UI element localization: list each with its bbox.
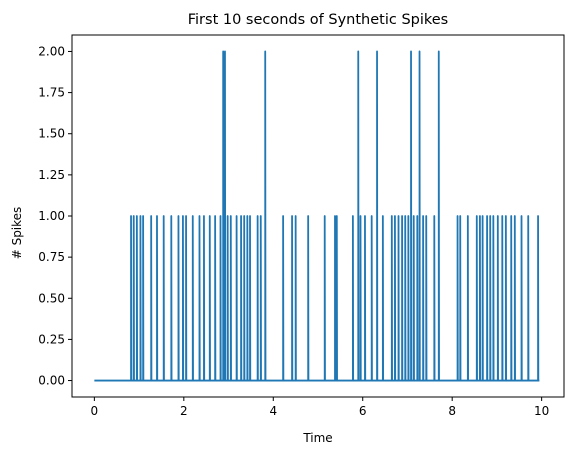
chart-title: First 10 seconds of Synthetic Spikes [188, 12, 449, 28]
y-tick-label: 1.25 [38, 168, 65, 182]
spike-series-line [94, 51, 539, 380]
y-tick-label: 2.00 [38, 44, 65, 58]
x-tick-label: 6 [359, 404, 367, 418]
y-tick-label: 0.00 [38, 374, 65, 388]
y-tick-label: 1.50 [38, 127, 65, 141]
x-axis-label: Time [302, 431, 332, 445]
x-tick-label: 2 [180, 404, 188, 418]
y-tick-label: 1.00 [38, 209, 65, 223]
x-tick-label: 0 [91, 404, 99, 418]
x-axis-ticks: 0 2 4 6 8 10 [91, 397, 550, 418]
y-axis-label: # Spikes [10, 207, 24, 260]
y-tick-label: 0.50 [38, 291, 65, 305]
x-tick-label: 4 [269, 404, 277, 418]
y-tick-label: 0.25 [38, 332, 65, 346]
y-axis-ticks: 0.00 0.25 0.50 0.75 1.00 1.25 1.50 1.75 2.00 [38, 44, 72, 387]
x-tick-label: 8 [448, 404, 456, 418]
y-tick-label: 0.75 [38, 250, 65, 264]
plot-area [72, 35, 564, 397]
y-tick-label: 1.75 [38, 86, 65, 100]
x-tick-label: 10 [534, 404, 549, 418]
